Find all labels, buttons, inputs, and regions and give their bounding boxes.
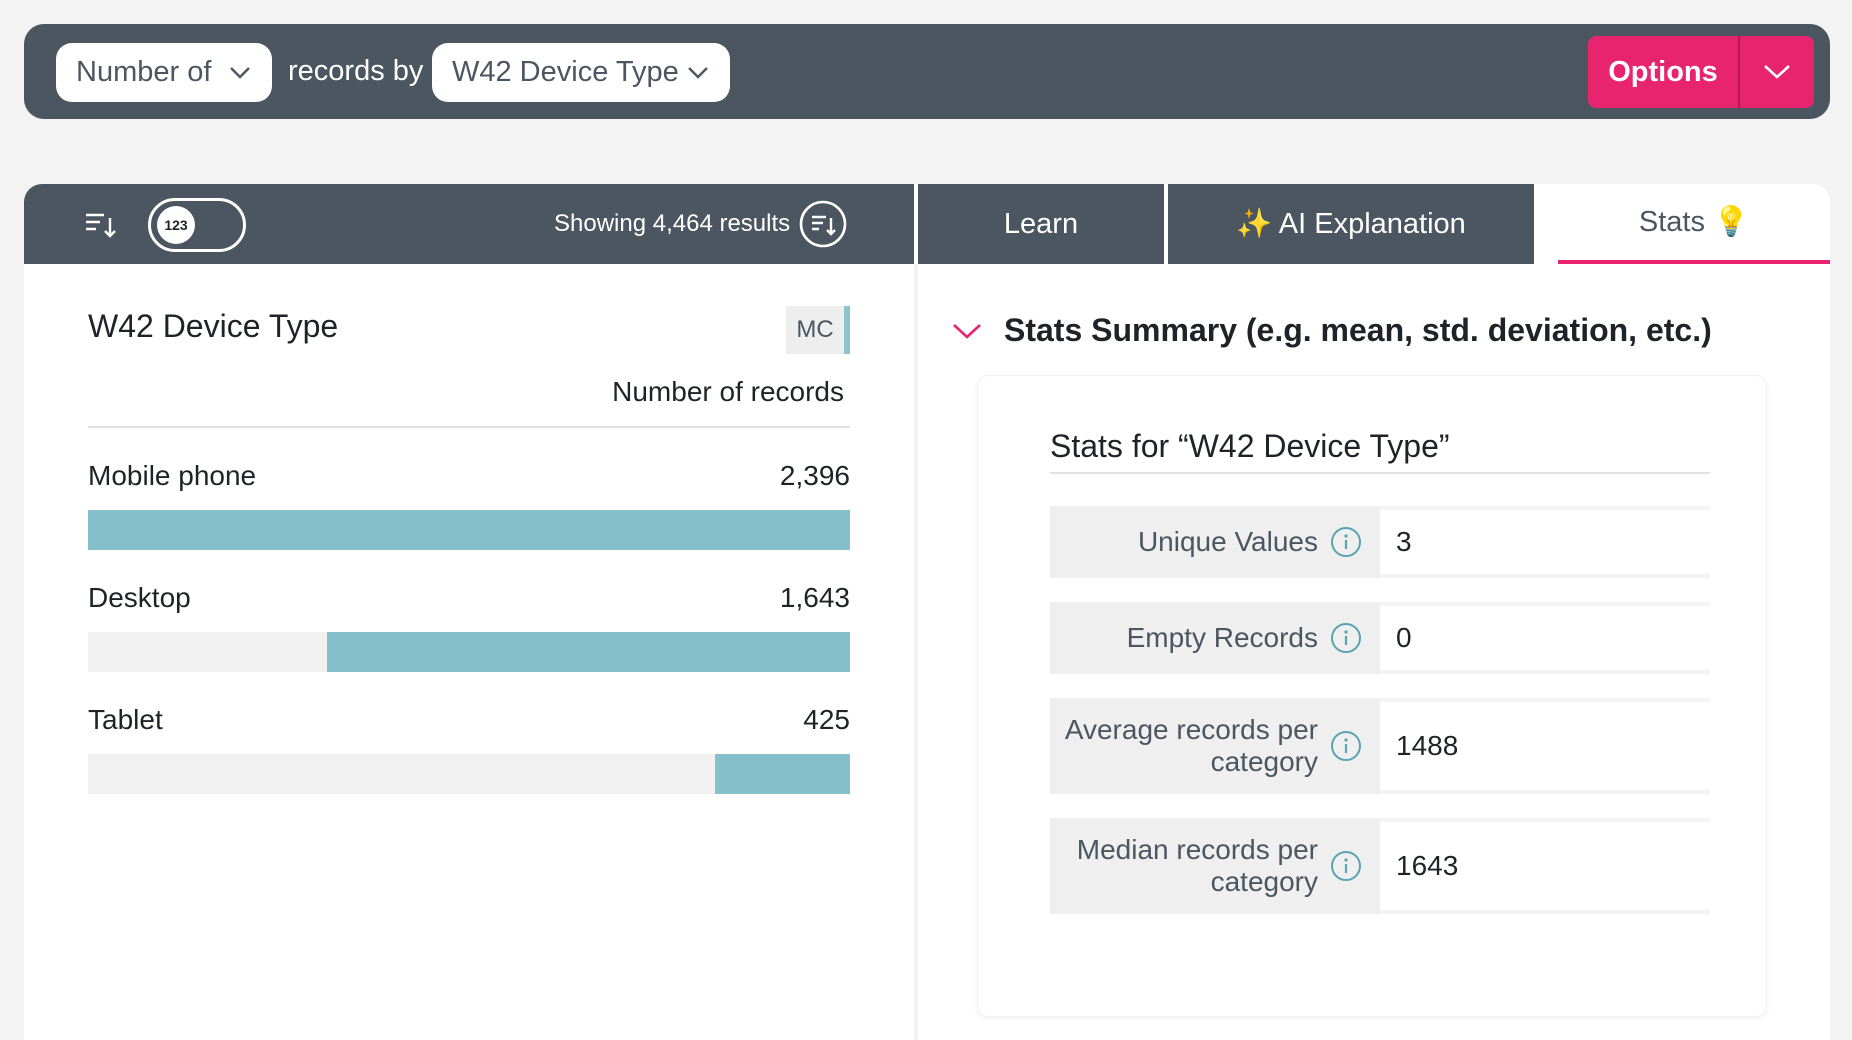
count-select-label: Number of	[76, 56, 212, 88]
field-select[interactable]: W42 Device Type	[432, 43, 730, 102]
bar-track	[88, 632, 850, 672]
panel-divider	[914, 264, 918, 1040]
bar-value-label: 2,396	[779, 460, 850, 491]
stat-value: 0	[1380, 602, 1710, 674]
type-badge: MC	[786, 306, 850, 354]
bar-label: Tablet	[88, 704, 163, 735]
field-select-label: W42 Device Type	[452, 56, 679, 88]
stat-row: Median records per category 1643	[1050, 818, 1710, 914]
chevron-down-icon	[1764, 65, 1790, 79]
tab-stats[interactable]: Stats 💡	[1558, 184, 1830, 264]
bar	[88, 510, 850, 550]
header-divider	[88, 426, 850, 428]
count-select[interactable]: Number of	[56, 43, 272, 102]
options-button-group: Options	[1588, 36, 1814, 108]
toggle-knob: 123	[157, 206, 195, 244]
card-divider	[1050, 472, 1710, 474]
query-connector: records by	[288, 55, 424, 87]
info-icon[interactable]	[1330, 622, 1362, 654]
stat-key-label: Median records per category	[1076, 834, 1318, 897]
stat-row: Average records per category 1488	[1050, 698, 1710, 794]
results-panel: 123 Showing 4,464 results Learn ✨ AI Exp…	[24, 184, 1830, 1040]
stat-key: Unique Values	[1050, 506, 1380, 578]
stat-value: 1488	[1380, 698, 1710, 794]
column-header: Number of records	[612, 376, 844, 407]
tab-ai-explanation[interactable]: ✨ AI Explanation	[1168, 184, 1534, 264]
bar-value-label: 1,643	[779, 582, 850, 613]
stat-key-label: Unique Values	[1137, 526, 1318, 557]
stat-value: 3	[1380, 506, 1710, 578]
stats-summary-toggle[interactable]: Stats Summary (e.g. mean, std. deviation…	[950, 312, 1712, 349]
stats-card: Stats for “W42 Device Type” Unique Value…	[978, 376, 1766, 1016]
info-icon[interactable]	[1330, 526, 1362, 558]
stats-card-title: Stats for “W42 Device Type”	[1050, 428, 1450, 464]
bar-row[interactable]: Tablet 425	[88, 704, 850, 796]
stat-key: Empty Records	[1050, 602, 1380, 674]
bar-row[interactable]: Desktop 1,643	[88, 582, 850, 674]
stat-value: 1643	[1380, 818, 1710, 914]
stat-row: Unique Values 3	[1050, 506, 1710, 578]
bar-value-label: 425	[803, 704, 850, 735]
chevron-down-icon	[950, 314, 984, 348]
sort-icon[interactable]	[82, 206, 118, 242]
chevron-down-icon	[228, 61, 252, 85]
chevron-down-icon	[686, 61, 710, 85]
sort-results-icon[interactable]	[798, 199, 848, 249]
options-dropdown-button[interactable]	[1740, 36, 1814, 108]
numeric-toggle[interactable]: 123	[148, 198, 246, 252]
bar-label: Desktop	[88, 582, 191, 613]
bar	[327, 632, 850, 672]
query-bar: Number of records by W42 Device Type Opt…	[24, 24, 1830, 119]
results-toolbar: 123 Showing 4,464 results	[24, 184, 914, 264]
bar-track	[88, 754, 850, 794]
bar	[714, 754, 850, 794]
info-icon[interactable]	[1330, 850, 1362, 882]
bar-track	[88, 510, 850, 550]
field-title: W42 Device Type	[88, 308, 339, 344]
options-button[interactable]: Options	[1588, 36, 1740, 108]
bar-row[interactable]: Mobile phone 2,396	[88, 460, 850, 552]
stat-key: Average records per category	[1050, 698, 1380, 794]
bar-label: Mobile phone	[88, 460, 257, 491]
results-count: Showing 4,464 results	[554, 210, 791, 237]
tab-learn[interactable]: Learn	[918, 184, 1164, 264]
stat-key: Median records per category	[1050, 818, 1380, 914]
stats-summary-title: Stats Summary (e.g. mean, std. deviation…	[1004, 312, 1712, 348]
stat-key-label: Empty Records	[1126, 622, 1318, 653]
stat-row: Empty Records 0	[1050, 602, 1710, 674]
info-icon[interactable]	[1330, 730, 1362, 762]
stat-key-label: Average records per category	[1064, 714, 1318, 777]
